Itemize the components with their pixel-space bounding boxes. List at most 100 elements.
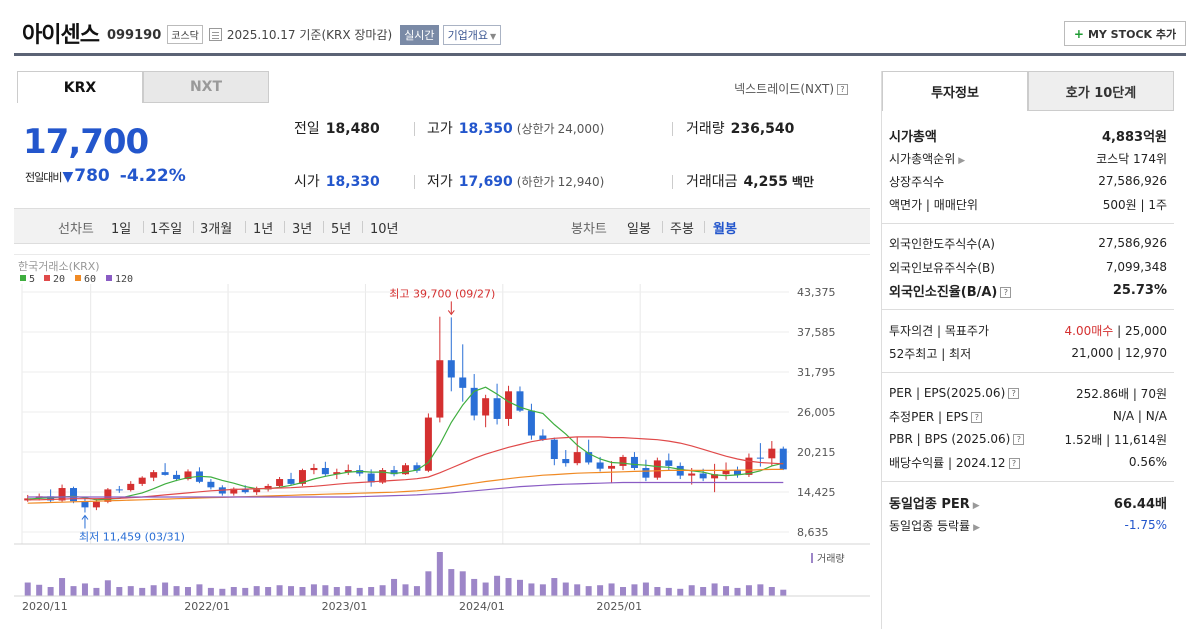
candle-body bbox=[161, 472, 169, 475]
dividend-row: 배당수익률 | 2024.12? 0.56% bbox=[889, 452, 1167, 472]
candle-body bbox=[127, 483, 135, 491]
candle-body bbox=[207, 481, 215, 488]
volume-bar bbox=[723, 586, 730, 596]
candle-body bbox=[756, 457, 764, 459]
opinion-row: 투자의견 | 목표주가 4.00매수 | 25,000 bbox=[889, 320, 1167, 340]
divider bbox=[662, 221, 663, 233]
help-icon[interactable]: ? bbox=[837, 84, 848, 95]
tab-orderbook-10[interactable]: 호가 10단계 bbox=[1028, 71, 1174, 111]
help-icon[interactable]: ? bbox=[1013, 434, 1025, 445]
est-per-row: 추정PER | EPS? N/A | N/A bbox=[889, 406, 1167, 426]
change-label: 전일대비 bbox=[25, 171, 62, 184]
divider bbox=[284, 221, 285, 233]
listed-shares-row: 상장주식수 27,586,926 bbox=[889, 171, 1167, 191]
listed-shares-label: 상장주식수 bbox=[889, 174, 945, 189]
base-date: 2025.10.17 기준(KRX 장마감) bbox=[226, 28, 393, 42]
candle-body bbox=[276, 479, 284, 486]
candle-body bbox=[436, 360, 444, 418]
candle-body bbox=[58, 488, 66, 501]
change-amount: 780 bbox=[74, 166, 110, 186]
sector-per-row[interactable]: 동일업종 PER ▶ 66.44배 bbox=[889, 492, 1167, 512]
help-icon[interactable]: ? bbox=[1008, 457, 1020, 469]
y-tick-label: 14,425 bbox=[797, 486, 836, 499]
volume-legend-label: 거래량 bbox=[817, 553, 845, 565]
listed-shares-value: 27,586,926 bbox=[1098, 174, 1167, 188]
y-tick-label: 31,795 bbox=[797, 366, 836, 379]
prev-close: 전일 18,480 bbox=[294, 118, 380, 138]
period-10y[interactable]: 10년 bbox=[370, 222, 399, 237]
sector-change-row[interactable]: 동일업종 등락률 ▶ -1.75% bbox=[889, 515, 1167, 535]
stock-chart[interactable]: 43,375 37,585 31,795 26,005 20,215 14,425 8,63… bbox=[14, 254, 870, 629]
y-tick-label: 20,215 bbox=[797, 446, 836, 459]
period-5y[interactable]: 5년 bbox=[331, 222, 352, 237]
help-icon[interactable]: ? bbox=[1008, 388, 1020, 399]
foreign-limit-value: 27,586,926 bbox=[1098, 236, 1167, 250]
candle-chart-label: 봉차트 bbox=[571, 222, 607, 237]
week52-value: 21,000 | 12,970 bbox=[1071, 346, 1167, 360]
help-icon[interactable]: ? bbox=[1000, 286, 1012, 298]
low-annotation: 최저 11,459 (03/31) bbox=[79, 530, 185, 543]
nextrade-link[interactable]: 넥스트레이드(NXT)? bbox=[734, 80, 848, 97]
candle-body bbox=[115, 489, 123, 491]
volume-bar bbox=[47, 587, 54, 596]
volume-bar bbox=[780, 589, 787, 596]
volume-bar bbox=[665, 587, 672, 596]
x-tick-label: 2024/01 bbox=[459, 600, 505, 613]
pbr-bps-row: PBR | BPS (2025.06)? 1.52배 | 11,614원 bbox=[889, 429, 1167, 449]
period-3m[interactable]: 3개월 bbox=[200, 222, 233, 237]
company-overview-dropdown[interactable]: 기업개요 ▼ bbox=[442, 24, 502, 45]
candle-body bbox=[745, 457, 753, 475]
candle-body bbox=[573, 452, 581, 464]
period-1y[interactable]: 1년 bbox=[253, 222, 274, 237]
market-cap-rank-row[interactable]: 시가총액순위 ▶ 코스닥 174위 bbox=[889, 148, 1167, 168]
week52-label: 52주최고 | 최저 bbox=[889, 346, 972, 361]
candle-monthly[interactable]: 월봉 bbox=[713, 222, 737, 237]
info-tabs: 투자정보 호가 10단계 bbox=[882, 71, 1174, 111]
change-percent: -4.22% bbox=[119, 166, 186, 186]
volume-bar bbox=[516, 579, 523, 596]
stock-code: 099190 bbox=[106, 27, 162, 43]
tab-invest-info[interactable]: 투자정보 bbox=[882, 71, 1028, 111]
high-value: 18,350 bbox=[458, 121, 513, 137]
amount-label: 거래대금 bbox=[686, 174, 738, 190]
prev-close-label: 전일 bbox=[294, 121, 320, 137]
divider bbox=[414, 175, 415, 189]
volume-bar bbox=[402, 584, 409, 596]
candle-body bbox=[733, 470, 741, 475]
market-cap-rank-value: 코스닥 174위 bbox=[1096, 151, 1167, 166]
volume-bar bbox=[116, 587, 123, 596]
candle-body bbox=[768, 448, 776, 459]
volume-bar bbox=[299, 587, 306, 596]
upper-limit-label: (상한가 bbox=[516, 122, 555, 136]
candle-daily[interactable]: 일봉 bbox=[627, 222, 651, 237]
candle-body bbox=[264, 485, 272, 490]
add-my-stock-button[interactable]: + MY STOCK 추가 bbox=[1064, 21, 1186, 46]
tab-krx[interactable]: KRX bbox=[17, 71, 143, 103]
candle-body bbox=[70, 488, 78, 502]
sector-per-label: 동일업종 PER bbox=[889, 496, 970, 512]
volume-bar bbox=[196, 584, 203, 596]
chevron-right-icon: ▶ bbox=[972, 500, 980, 511]
candle-body bbox=[333, 472, 341, 475]
candle-body bbox=[287, 479, 295, 484]
help-icon[interactable]: ? bbox=[971, 411, 983, 423]
candle-body bbox=[173, 474, 181, 480]
upper-limit-value: 24,000) bbox=[557, 122, 605, 136]
period-3y[interactable]: 3년 bbox=[292, 222, 313, 237]
tab-nxt[interactable]: NXT bbox=[143, 71, 269, 103]
market-cap-label: 시가총액 bbox=[889, 129, 937, 145]
period-1w[interactable]: 1주일 bbox=[150, 222, 183, 237]
current-price: 17,700 bbox=[23, 122, 149, 162]
volume-bar bbox=[597, 585, 604, 596]
period-1d[interactable]: 1일 bbox=[111, 222, 132, 237]
realtime-button[interactable]: 실시간 bbox=[400, 24, 439, 45]
candlestick-chart[interactable]: 43,375 37,585 31,795 26,005 20,215 14,425 8,63… bbox=[14, 254, 870, 629]
volume-bar bbox=[333, 587, 340, 596]
chevron-right-icon: ▶ bbox=[973, 522, 981, 533]
volume-bar bbox=[585, 586, 592, 596]
divider bbox=[143, 221, 144, 233]
volume-bar bbox=[253, 586, 260, 596]
y-tick-label: 37,585 bbox=[797, 326, 836, 339]
chart-source-label: 한국거래소(KRX) bbox=[18, 260, 100, 273]
candle-weekly[interactable]: 주봉 bbox=[670, 222, 694, 237]
